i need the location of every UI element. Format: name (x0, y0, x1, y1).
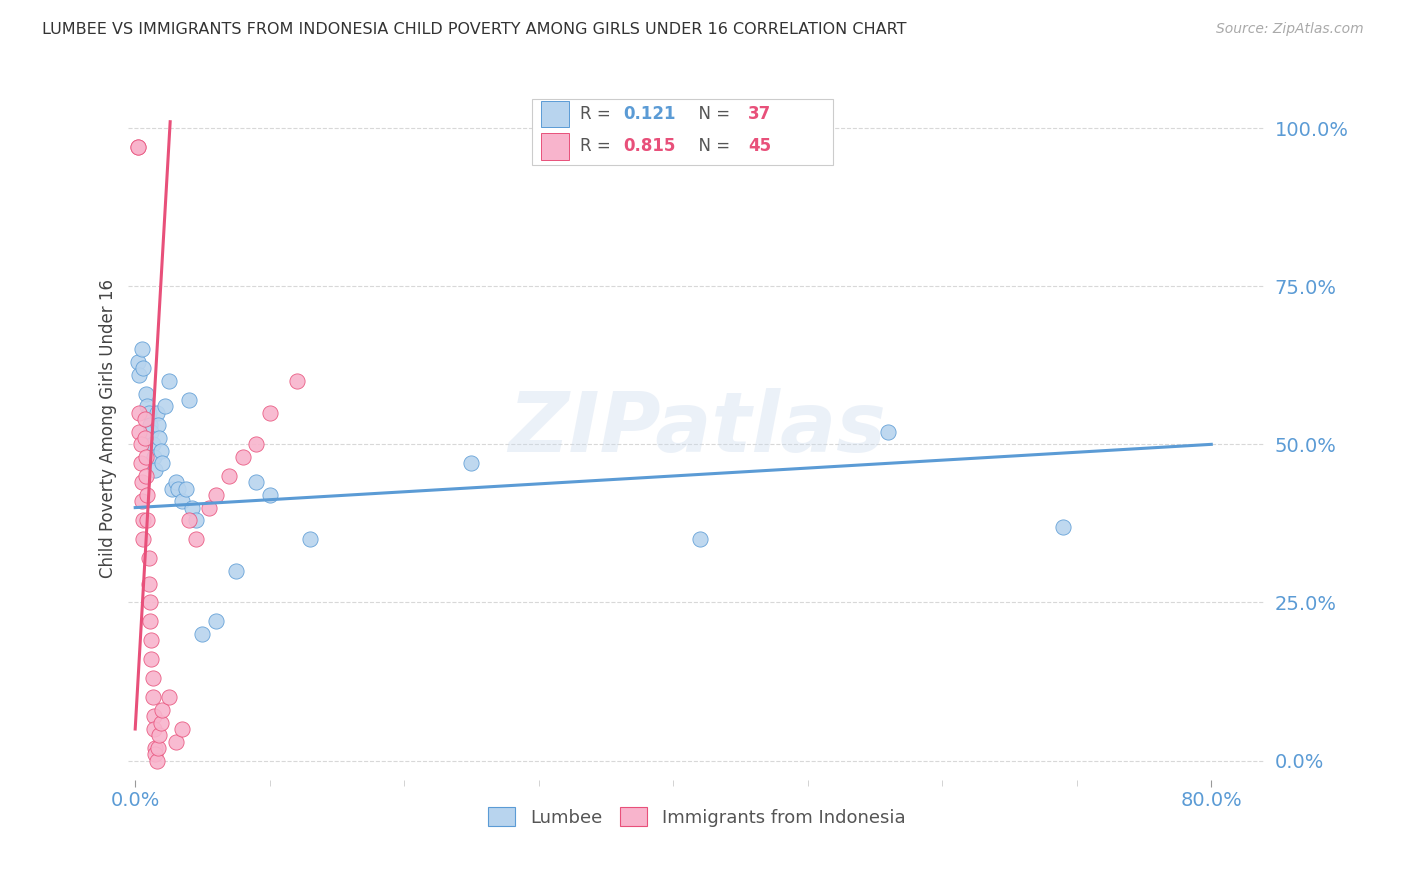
Point (131, 343, 153, 357)
Text: 0.121: 0.121 (623, 105, 675, 123)
Point (135, 450, 157, 464)
Text: N =: N = (688, 137, 735, 155)
Point (145, 741, 167, 756)
Text: 0.815: 0.815 (623, 137, 675, 155)
Point (142, 690, 165, 705)
Point (129, 437, 152, 451)
FancyBboxPatch shape (541, 101, 569, 128)
Point (172, 494, 194, 508)
Point (172, 722, 194, 736)
Point (145, 747, 167, 762)
Point (225, 564, 247, 578)
Point (299, 533, 322, 547)
Point (259, 406, 281, 420)
Point (153, 400, 176, 414)
Point (136, 488, 159, 502)
Point (142, 437, 165, 451)
Point (142, 672, 165, 686)
Text: Source: ZipAtlas.com: Source: ZipAtlas.com (1216, 22, 1364, 37)
Point (191, 627, 214, 641)
Point (143, 722, 166, 736)
Point (136, 513, 159, 527)
Point (149, 443, 172, 458)
Point (141, 425, 163, 439)
Point (160, 482, 183, 496)
Point (131, 494, 153, 508)
Point (150, 703, 173, 717)
Point (127, 140, 149, 154)
Point (157, 690, 180, 705)
Point (139, 595, 162, 609)
Point (148, 431, 170, 445)
Point (128, 425, 150, 439)
Point (198, 500, 221, 515)
Point (135, 469, 157, 483)
Point (143, 450, 166, 464)
Point (460, 456, 482, 470)
Point (132, 361, 155, 376)
Point (145, 406, 167, 420)
Point (205, 488, 228, 502)
Point (136, 400, 159, 414)
Point (259, 488, 281, 502)
Point (139, 615, 162, 629)
Point (134, 431, 156, 445)
Y-axis label: Child Poverty Among Girls Under 16: Child Poverty Among Girls Under 16 (100, 279, 117, 578)
Point (143, 709, 166, 723)
Point (127, 355, 149, 369)
Point (245, 475, 267, 490)
Point (149, 715, 172, 730)
FancyBboxPatch shape (541, 133, 569, 160)
FancyBboxPatch shape (531, 98, 834, 165)
Point (138, 551, 160, 566)
Point (141, 633, 163, 648)
Point (132, 513, 155, 527)
Point (184, 533, 207, 547)
Point (205, 615, 228, 629)
Point (184, 513, 207, 527)
Point (128, 368, 150, 382)
Point (232, 450, 254, 464)
Text: R =: R = (579, 137, 616, 155)
Point (165, 734, 187, 748)
Point (1052, 519, 1074, 533)
Point (134, 412, 156, 426)
Point (146, 741, 169, 756)
Text: ZIPatlas: ZIPatlas (508, 388, 886, 469)
Point (148, 728, 170, 742)
Point (145, 754, 167, 768)
Point (145, 463, 167, 477)
Text: LUMBEE VS IMMIGRANTS FROM INDONESIA CHILD POVERTY AMONG GIRLS UNDER 16 CORRELATI: LUMBEE VS IMMIGRANTS FROM INDONESIA CHIL… (42, 22, 907, 37)
Point (138, 576, 160, 591)
Point (138, 406, 160, 420)
Point (135, 386, 157, 401)
Point (157, 374, 180, 388)
Point (177, 513, 200, 527)
Point (689, 533, 711, 547)
Point (165, 475, 187, 490)
Point (129, 456, 152, 470)
Point (285, 374, 308, 388)
Text: N =: N = (688, 105, 735, 123)
Point (218, 469, 240, 483)
Text: R =: R = (579, 105, 616, 123)
Text: 45: 45 (748, 137, 770, 155)
Point (177, 392, 200, 407)
Point (146, 418, 169, 433)
Point (180, 500, 202, 515)
Text: 37: 37 (748, 105, 770, 123)
Point (141, 652, 163, 666)
Point (128, 406, 150, 420)
Point (877, 425, 900, 439)
Point (245, 437, 267, 451)
Point (132, 533, 155, 547)
Point (167, 482, 190, 496)
Point (176, 482, 198, 496)
Point (131, 475, 153, 490)
Legend: Lumbee, Immigrants from Indonesia: Lumbee, Immigrants from Indonesia (481, 799, 912, 834)
Point (139, 418, 162, 433)
Point (150, 456, 173, 470)
Point (127, 140, 149, 154)
